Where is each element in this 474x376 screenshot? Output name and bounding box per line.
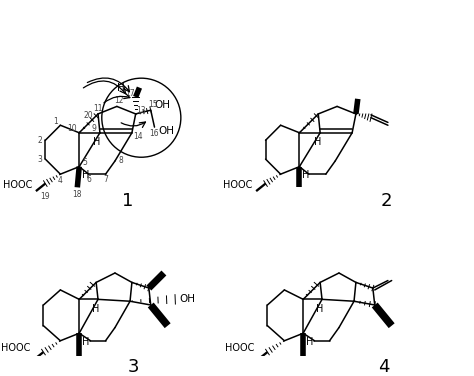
Text: 19: 19 [40, 192, 50, 201]
Text: OH: OH [179, 294, 195, 304]
Text: 20: 20 [84, 111, 93, 120]
Text: H: H [302, 170, 310, 180]
Text: 4: 4 [58, 176, 63, 185]
Text: 15: 15 [148, 100, 157, 109]
Text: H: H [306, 337, 313, 347]
Text: 16: 16 [150, 129, 159, 138]
Text: 1: 1 [122, 191, 134, 209]
Text: H: H [82, 170, 90, 180]
Text: H: H [314, 138, 321, 147]
Text: H: H [117, 83, 125, 92]
Text: H: H [93, 138, 101, 147]
Text: 6: 6 [86, 175, 91, 184]
Text: 8: 8 [118, 156, 123, 165]
Text: 3: 3 [128, 358, 139, 376]
Text: 3: 3 [37, 155, 42, 164]
Text: 11: 11 [93, 104, 103, 113]
Text: H: H [316, 304, 323, 314]
Text: OH: OH [158, 126, 174, 136]
Text: HOOC: HOOC [3, 180, 32, 191]
Text: HOOC: HOOC [225, 343, 254, 353]
Text: 9: 9 [92, 124, 97, 133]
Text: 5: 5 [82, 158, 87, 167]
Text: H: H [91, 304, 99, 314]
Text: 10: 10 [67, 124, 76, 133]
Text: 12: 12 [114, 96, 124, 105]
Text: HOOC: HOOC [1, 343, 30, 353]
Text: 14: 14 [133, 132, 142, 141]
Text: 1: 1 [53, 117, 58, 126]
Text: 2: 2 [37, 136, 42, 145]
Text: 2: 2 [380, 191, 392, 209]
Text: 4: 4 [378, 358, 390, 376]
Text: 13: 13 [137, 106, 146, 115]
Text: HOOC: HOOC [223, 180, 252, 191]
Text: H: H [82, 337, 90, 347]
Text: 7: 7 [103, 175, 108, 184]
Text: 17: 17 [125, 89, 135, 98]
Text: 18: 18 [73, 190, 82, 199]
Text: OH: OH [155, 100, 171, 111]
